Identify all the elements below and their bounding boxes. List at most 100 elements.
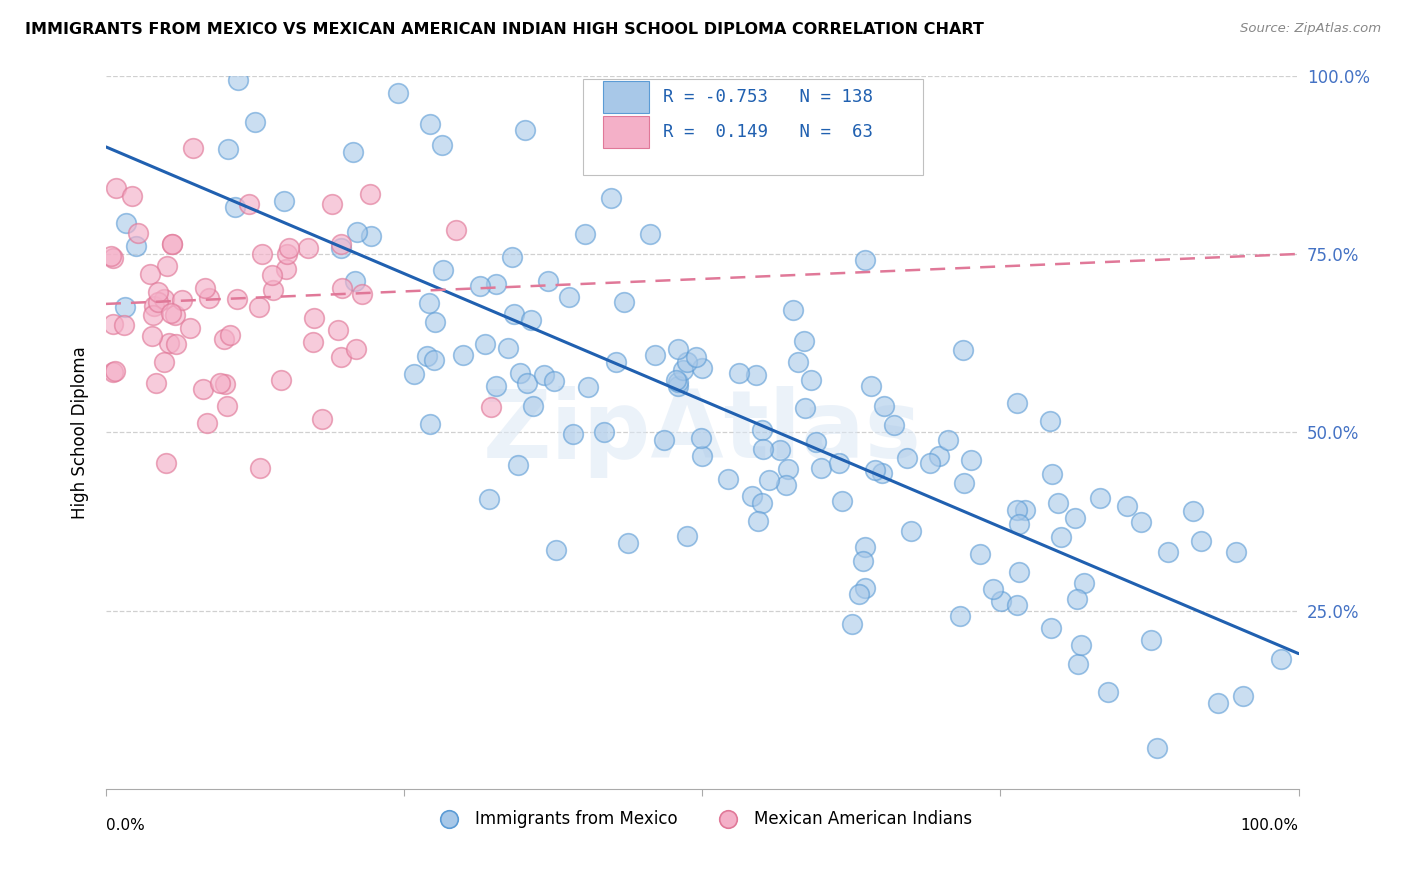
Point [191,382,214,396]
Point [387,87,409,101]
Point [952,343,974,357]
Point [1181,504,1204,518]
Point [537,273,560,287]
Point [485,379,508,393]
Point [853,581,876,595]
Point [1073,576,1095,591]
Point [576,379,599,393]
Point [747,514,769,528]
Point [741,490,763,504]
Point [1129,515,1152,529]
Point [152,293,174,307]
Point [676,354,699,368]
Point [728,366,751,380]
Point [981,582,1004,596]
Point [690,449,713,463]
Point [896,451,918,466]
Point [503,307,526,321]
Point [1047,496,1070,510]
Point [138,268,160,282]
Point [214,377,236,392]
Point [751,423,773,437]
Point [870,466,893,480]
Point [841,616,863,631]
Point [155,457,177,471]
Point [668,375,690,389]
Point [419,417,441,431]
Point [1040,467,1063,482]
Point [758,473,780,487]
Point [900,524,922,538]
Point [690,361,713,376]
Point [593,425,616,440]
Point [238,196,260,211]
Point [121,189,143,203]
Point [793,334,815,348]
Point [543,374,565,388]
Bar [603,80,648,112]
Point [506,458,529,472]
Point [638,227,661,242]
Point [928,449,950,463]
Point [1206,696,1229,710]
Point [786,354,808,368]
Point [558,290,581,304]
Point [613,295,636,310]
Point [852,554,875,568]
Point [330,350,353,364]
Point [752,442,775,457]
Point [245,114,267,128]
Point [302,310,325,325]
Point [346,225,368,239]
Point [952,475,974,490]
Point [562,427,585,442]
FancyBboxPatch shape [583,79,922,176]
Point [668,379,690,393]
Point [883,418,905,433]
Point [146,285,169,300]
Point [183,141,205,155]
Point [1008,565,1031,579]
Text: Source: ZipAtlas.com: Source: ZipAtlas.com [1240,22,1381,36]
Point [675,529,697,543]
Point [194,281,217,295]
Point [311,412,333,426]
Point [105,181,128,195]
Point [769,442,792,457]
Point [1008,516,1031,531]
Point [468,279,491,293]
Point [423,315,446,329]
Point [329,237,352,252]
Point [146,295,169,310]
Point [114,216,136,230]
Point [690,431,713,445]
Point [1040,621,1063,635]
Point [959,452,981,467]
Point [574,227,596,242]
Point [1063,510,1085,524]
Point [1050,530,1073,544]
Point [501,250,523,264]
Point [516,376,538,390]
Point [276,246,298,260]
Point [423,352,446,367]
Point [509,367,531,381]
Point [142,299,165,313]
Point [474,337,496,351]
Point [209,376,232,390]
Point [225,293,247,307]
Point [936,433,959,447]
Point [100,249,122,263]
Point [1270,652,1292,666]
Point [344,342,367,356]
Point [217,399,239,413]
Point [1067,657,1090,671]
Point [1146,740,1168,755]
Point [101,318,124,332]
Point [157,335,180,350]
Point [127,226,149,240]
Point [522,399,544,413]
Point [419,117,441,131]
Point [179,321,201,335]
Point [1070,638,1092,652]
